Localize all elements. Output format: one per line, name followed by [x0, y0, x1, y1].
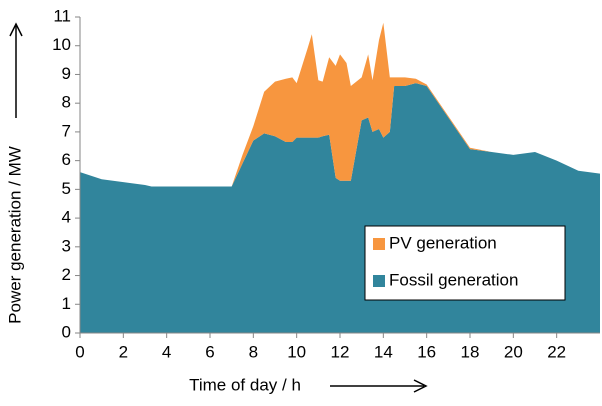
y-axis-label: Power generation / MW — [5, 146, 24, 324]
y-tick-label: 2 — [62, 265, 71, 284]
y-tick-label: 0 — [62, 322, 71, 341]
x-tick-label: 12 — [331, 342, 350, 361]
legend-label: PV generation — [389, 233, 497, 252]
y-tick-label: 10 — [52, 35, 71, 54]
y-tick-label: 7 — [62, 121, 71, 140]
y-tick-label: 9 — [62, 64, 71, 83]
x-tick-label: 6 — [205, 342, 214, 361]
x-tick-label: 22 — [547, 342, 566, 361]
x-tick-label: 20 — [504, 342, 523, 361]
x-tick-label: 2 — [119, 342, 128, 361]
y-tick-label: 6 — [62, 150, 71, 169]
x-arrow-head — [413, 379, 428, 393]
x-tick-label: 16 — [417, 342, 436, 361]
legend-swatch — [373, 275, 385, 287]
y-tick-label: 4 — [62, 208, 71, 227]
x-tick-label: 14 — [374, 342, 393, 361]
x-tick-label: 10 — [287, 342, 306, 361]
y-tick-label: 11 — [53, 6, 71, 25]
y-tick-label: 3 — [62, 236, 71, 255]
y-arrow-head — [9, 22, 23, 37]
y-tick-label: 8 — [62, 93, 71, 112]
legend-swatch — [373, 238, 385, 250]
x-tick-label: 4 — [162, 342, 171, 361]
x-axis-label: Time of day / h — [189, 375, 301, 394]
area — [80, 22, 600, 187]
legend-label: Fossil generation — [389, 270, 518, 289]
y-tick-label: 1 — [62, 294, 71, 313]
legend-box — [364, 225, 566, 301]
x-tick-label: 0 — [75, 342, 84, 361]
x-tick-label: 18 — [461, 342, 480, 361]
y-tick-label: 5 — [62, 179, 71, 198]
x-tick-label: 8 — [249, 342, 258, 361]
